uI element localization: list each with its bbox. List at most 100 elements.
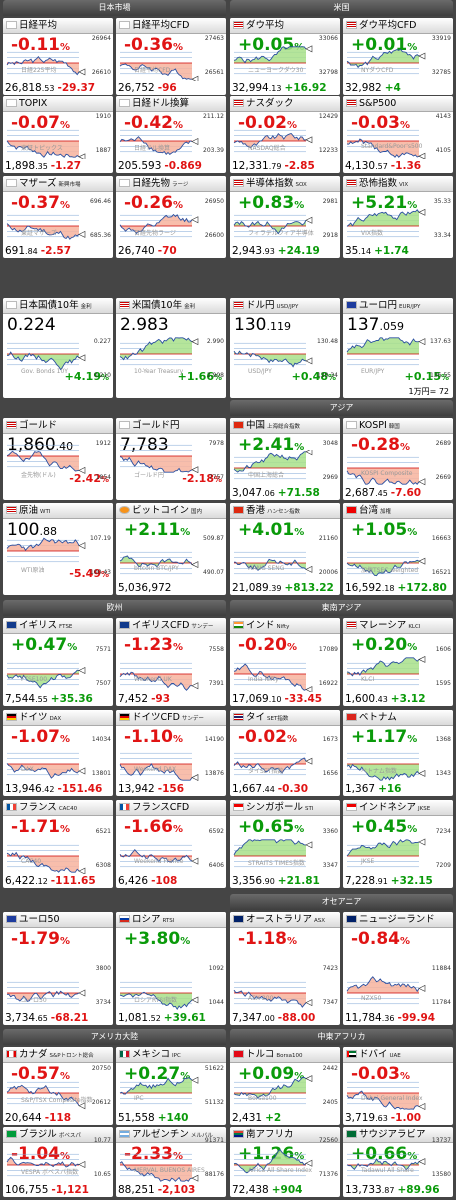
change-value: -29.37 xyxy=(57,82,96,94)
market-card[interactable]: ドバイ UAE -0.03% 3,719.63 -1.00 Dubai General I… xyxy=(343,1047,453,1125)
current-value: 17,069.10 -33.45 xyxy=(232,693,323,705)
price-chart xyxy=(343,123,453,160)
price-chart xyxy=(230,1075,340,1111)
card-title: カナダ xyxy=(19,1049,48,1060)
chart-watermark: NYダウCFD xyxy=(361,67,394,74)
chart-high-label: 3048 xyxy=(322,440,338,447)
market-card[interactable]: 香港 ハンセン指数 +4.01% 21,089.39 +813.22 21160 20006… xyxy=(230,503,340,595)
market-card[interactable]: フランスCFD -1.66% 6,426 -108 6592 6406 Weekend Fr… xyxy=(116,800,226,888)
market-card[interactable]: 日経ドル換算 -0.42% 205.593 -0.869 211.12 203.39 日経ド… xyxy=(116,96,226,173)
price-chart xyxy=(230,45,340,81)
card-header: ベトナム xyxy=(343,710,453,726)
chart-low-label: 1854 xyxy=(95,474,111,481)
price-chart xyxy=(343,545,453,581)
market-card[interactable]: シンガポール STI +0.65% 3,356.90 +21.81 3360 3347 STR… xyxy=(230,800,340,888)
market-card[interactable]: イギリス FTSE +0.47% 7,544.55 +35.36 7571 7507 FTSE… xyxy=(3,618,113,706)
chart-low-label: 7347 xyxy=(322,999,338,1006)
market-card[interactable]: アルゼンチン メルバル -2.33% 88,251 -2,103 91371 88176 ME… xyxy=(116,1127,226,1197)
market-card[interactable]: ドル円 USD/JPY 130.119 +0.48% 130.48 129.34 USD/J… xyxy=(230,298,340,398)
chart-watermark: Borsa100 xyxy=(248,1095,277,1102)
change-percent: -5.49% xyxy=(69,567,109,580)
market-card[interactable]: マレーシア KLCI +0.20% 1,600.43 +3.12 1606 1595 KLCI xyxy=(343,618,453,706)
price-chart xyxy=(116,45,226,83)
chart-watermark: FTSE100 xyxy=(21,676,48,683)
chart-high-label: 6592 xyxy=(208,828,224,835)
market-card[interactable]: ドイツ DAX -1.07% 13,946.42 -151.46 14034 13801 DA… xyxy=(3,710,113,796)
change-value: -7.60 xyxy=(390,487,422,499)
card-header: ドバイ UAE xyxy=(343,1047,453,1063)
chart-low-label: 16922 xyxy=(318,680,338,687)
market-card[interactable]: ビットコイン 国内 +2.11% 5,036,972 509.87 490.07 bitco… xyxy=(116,503,226,595)
market-card[interactable]: ユーロ円 EUR/JPY 137.059 +0.15% 1万円= 72 137.63 136… xyxy=(343,298,453,398)
card-subtitle: EUR/JPY xyxy=(399,304,421,310)
card-title: 日経平均CFD xyxy=(132,20,190,31)
change-percent: -1.10% xyxy=(124,727,184,747)
card-subtitle: ボベスパ xyxy=(58,1133,81,1139)
market-card[interactable]: ダウ平均CFD +0.01% 32,982 +4 33919 32785 NYダウCFD xyxy=(343,18,453,95)
change-value: -0.30 xyxy=(277,783,309,795)
market-card[interactable]: KOSPI 韓国 -0.28% 2,687.45 -7.60 2689 2669 KOSPI … xyxy=(343,418,453,500)
card-subtitle: 国内 xyxy=(191,509,203,515)
market-card[interactable]: 米国債10年 金利 2.983 +1.66% 2.990 2.908 10-Year Tre… xyxy=(116,298,226,398)
chart-high-label: 91371 xyxy=(204,1137,224,1144)
market-card[interactable]: 日経先物 ラージ -0.26% 26,740 -70 26950 26600 日経先物ラージ xyxy=(116,176,226,258)
card-header: ダウ平均 xyxy=(230,18,340,34)
market-card[interactable]: マザーズ 新興市場 -0.37% 691.84 -2.57 696.46 685.36 東証マ… xyxy=(3,176,113,258)
market-card[interactable]: カナダ S&Pトロント総合 -0.57% 20,644 -118 20750 20612 S&… xyxy=(3,1047,113,1125)
market-card[interactable]: ナスダック -0.02% 12,331.79 -2.85 12429 12233 NASDA… xyxy=(230,96,340,173)
market-card[interactable]: フランス CAC40 -1.71% 6,422.12 -111.65 6521 6308 CA… xyxy=(3,800,113,888)
change-value: -1.00 xyxy=(390,1112,422,1124)
current-value: 1,367 +16 xyxy=(345,783,402,795)
market-card[interactable]: TOPIX -0.07% 1,898.35 -1.27 1910 1887 東証トピックス xyxy=(3,96,113,173)
market-card[interactable]: イギリスCFD サンデー -1.23% 7,452 -93 7558 7391 Weekend… xyxy=(116,618,226,706)
chart-watermark: Dubai General Index xyxy=(361,1095,423,1102)
market-card[interactable]: ロシア RTSI +3.80% 1,081.52 +39.61 1092 1044 ロシアRT… xyxy=(116,912,226,1025)
market-card[interactable]: 台湾 加権 +1.05% 16,592.18 +172.80 16663 16521 加権TS… xyxy=(343,503,453,595)
market-card[interactable]: メキシコ IPC +0.27% 51,558 +140 51622 51132 IPC xyxy=(116,1047,226,1125)
chart-watermark: Gov. Bonds 10Y xyxy=(21,368,68,375)
chart-watermark: 日経ドル換算 xyxy=(134,145,171,152)
market-card[interactable]: インド Nifty -0.20% 17,069.10 -33.45 17089 16922 I… xyxy=(230,618,340,706)
market-card[interactable]: タイ SET指数 -0.02% 1,667.44 -0.30 1673 1656 タイSET指… xyxy=(230,710,340,796)
market-card[interactable]: 日経平均CFD -0.36% 26,752 -96 27463 26561 日経平均CFD xyxy=(116,18,226,95)
market-card[interactable]: ブラジル ボベスパ -1.04% 106,755 -1,121 10.77 10.65 VES… xyxy=(3,1127,113,1197)
market-card[interactable]: トルコ Borsa100 +0.09% 2,431 +2 2442 2405 Borsa100 xyxy=(230,1047,340,1125)
market-card[interactable]: ゴールド 1,860.40 -2.42% 1912 1854 金先物(ドル) xyxy=(3,418,113,500)
market-card[interactable]: 中国 上海総合指数 +2.41% 3,047.06 +71.58 3048 2969 中国上海… xyxy=(230,418,340,500)
price-chart xyxy=(116,336,226,372)
current-value: 21,089.39 +813.22 xyxy=(232,582,334,594)
market-card[interactable]: 半導体指数 SOX +0.83% 2,943.93 +24.19 2981 2918 フィラデ… xyxy=(230,176,340,258)
card-title: 中国 xyxy=(246,420,266,431)
price-chart xyxy=(116,438,226,474)
market-card[interactable]: 日経平均 -0.11% 26,818.53 -29.37 26964 26610 日経225… xyxy=(3,18,113,95)
current-value: 32,982 +4 xyxy=(345,82,401,94)
current-value: 3,047.06 +71.58 xyxy=(232,487,320,499)
change-percent: -0.02% xyxy=(238,727,298,747)
market-card[interactable]: 南アフリカ +1.26% 72,438 +904 72560 71376 Africa Al… xyxy=(230,1127,340,1197)
change-value: +140 xyxy=(157,1112,189,1124)
chart-watermark: MERVAL BUENOS AIRES xyxy=(134,1167,205,1174)
market-card[interactable]: ドイツCFD サンデー -1.10% 13,942 -156 14190 13876 Week… xyxy=(116,710,226,796)
card-header: インドネシア JKSE xyxy=(343,800,453,816)
market-card[interactable]: サウジアラビア +0.66% 13,733.87 +89.96 13737 13580 Ta… xyxy=(343,1127,453,1197)
card-subtitle: WTI xyxy=(40,509,51,515)
market-card[interactable]: ゴールド円 7,783 -2.18% 7978 7757 ゴールド円 xyxy=(116,418,226,500)
market-card[interactable]: オーストラリア ASX -1.18% 7,347.00 -88.00 7423 7347 AS… xyxy=(230,912,340,1025)
market-card[interactable]: インドネシア JKSE +0.45% 7,228.91 +32.15 7234 7209 JK… xyxy=(343,800,453,888)
market-card[interactable]: ユーロ50 -1.79% 3,734.65 -68.21 3800 3734 ユーロ50 xyxy=(3,912,113,1025)
market-card[interactable]: S&P500 -0.03% 4,130.57 -1.36 4143 4105 Standar… xyxy=(343,96,453,173)
market-card[interactable]: 恐怖指数 VIX +5.21% 35.14 +1.74 35.33 33.34 VIX指数 xyxy=(343,176,453,258)
market-card[interactable]: ダウ平均+0.05%32,994.13+16.923306632798ニューヨー… xyxy=(230,18,340,95)
market-card[interactable]: ベトナム +1.17% 1,367 +16 1368 1343 ベトナム指数 xyxy=(343,710,453,796)
market-card[interactable]: 日本国債10年 金利 0.224 +4.19% 0.227 0.210 Gov. Bonds… xyxy=(3,298,113,398)
us-flag-icon xyxy=(6,506,17,514)
market-card[interactable]: 原油 WTI 100.88 -5.49% 107.19 100.43 WTI原油 xyxy=(3,503,113,595)
tw-flag-icon xyxy=(346,506,357,514)
chart-watermark: フィラデルフィア半導体 xyxy=(248,230,314,237)
chart-watermark: ベトナム指数 xyxy=(361,768,397,775)
chart-watermark: NZX50 xyxy=(361,995,382,1002)
card-title: イギリスCFD xyxy=(132,620,190,631)
change-percent: +0.47% xyxy=(11,635,78,655)
market-card[interactable]: ニュージーランド -0.84% 11,784.36 -99.94 11884 11784 N… xyxy=(343,912,453,1025)
us-flag-icon xyxy=(233,179,244,187)
